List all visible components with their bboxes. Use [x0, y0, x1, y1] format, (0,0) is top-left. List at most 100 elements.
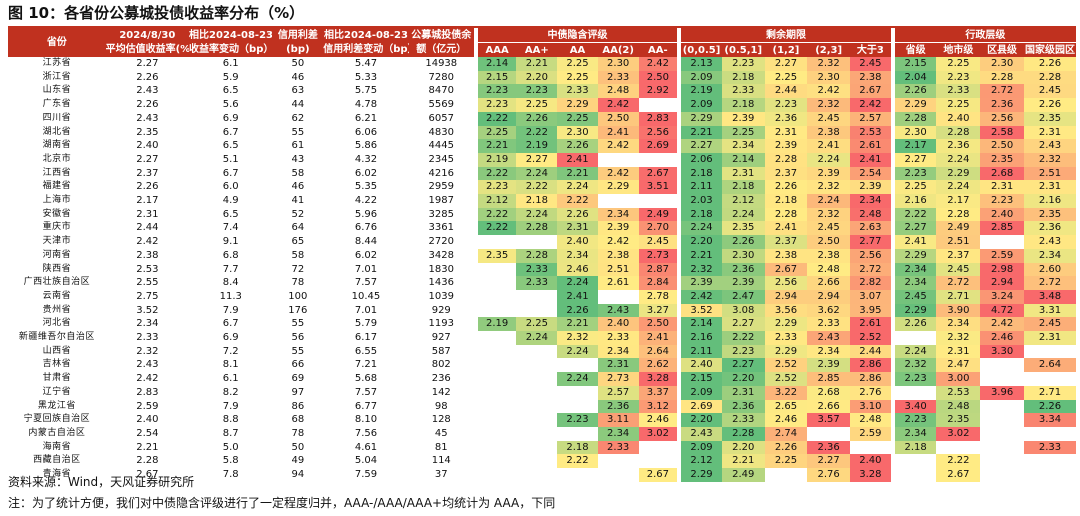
admin-cell: 2.23	[890, 413, 937, 427]
term-cell: 2.23	[764, 98, 808, 112]
term-cell: 2.14	[721, 152, 765, 167]
rating-cell: 2.19	[473, 152, 517, 167]
rating-cell: 2.70	[638, 221, 680, 236]
rating-cell: 2.41	[597, 125, 639, 140]
rating-cell	[473, 289, 517, 304]
rating-cell: 2.34	[597, 344, 639, 359]
rating-cell: 2.25	[557, 111, 598, 126]
spread-cell: 55	[291, 345, 305, 357]
term-cell: 2.03	[677, 194, 722, 208]
term-cell: 2.41	[807, 139, 850, 153]
admin-cell: 2.28	[936, 125, 981, 140]
spread-cell: 49	[291, 455, 305, 467]
rating-cell	[473, 454, 517, 469]
rating-cell: 2.30	[557, 125, 598, 140]
balance-cell: 4216	[428, 167, 454, 179]
balance-cell: 1039	[428, 290, 454, 302]
admin-cell: 2.22	[936, 454, 981, 469]
admin-cell	[1024, 454, 1076, 468]
term-cell: 2.61	[850, 317, 893, 332]
rating-cell: 2.33	[516, 276, 558, 290]
spread-cell: 61	[291, 140, 305, 152]
term-cell: 2.54	[850, 166, 893, 181]
spread-cell: 50	[291, 441, 305, 453]
yield-change-cell: 6.5	[222, 85, 239, 97]
term-cell: 2.19	[677, 84, 722, 99]
term-cell: 2.18	[721, 98, 765, 112]
rating-cell: 3.27	[638, 303, 680, 318]
rating-cell: 2.78	[638, 289, 680, 304]
table-row: 辽宁省 2.83 8.2 97 7.57 142 2.57 3.37 2.09 2.31 3.22 2…	[8, 385, 1076, 400]
admin-cell	[1024, 345, 1076, 359]
rating-cell	[516, 304, 557, 318]
term-cell: 2.39	[721, 276, 765, 290]
yield-table: 省份 2024/8/30 相比2024-08-23 信用利差 相比2024-08…	[8, 28, 1076, 482]
yield-change-cell: 7.9	[222, 400, 239, 412]
table-row: 安徽省 2.31 6.5 52 5.96 3285 2.22 2.24 2.26 2.34 2.49…	[8, 207, 1076, 222]
header-balance-line1: 公募城投债余	[408, 28, 476, 43]
province-cell: 广西壮族自治区	[23, 277, 91, 288]
rating-cell	[598, 194, 639, 208]
admin-cell: 2.51	[1023, 166, 1076, 181]
province-cell: 青海省	[42, 469, 72, 480]
province-cell: 新疆维吾尔自治区	[18, 332, 95, 343]
header-rating-col: AA+	[516, 42, 558, 57]
rating-cell: 2.28	[516, 221, 558, 236]
yield-cell: 2.43	[136, 112, 159, 124]
rating-cell	[473, 426, 517, 441]
header-group-rating: 中债隐含评级	[473, 28, 680, 43]
yield-change-cell: 11.3	[219, 290, 242, 302]
yield-cell: 2.40	[136, 414, 159, 426]
spread-change-cell: 6.77	[354, 400, 378, 412]
rating-cell	[557, 427, 598, 441]
admin-cell: 2.49	[936, 221, 981, 236]
admin-cell: 2.27	[890, 152, 937, 167]
balance-cell: 802	[431, 359, 451, 371]
term-cell: 2.66	[807, 399, 850, 414]
term-cell: 2.45	[807, 111, 850, 126]
yield-change-cell: 9.1	[222, 236, 239, 248]
rating-cell	[598, 468, 639, 482]
header-rating-col: AAA	[473, 42, 517, 57]
spread-cell: 43	[291, 153, 305, 165]
term-cell: 2.34	[807, 344, 850, 359]
admin-cell	[890, 468, 937, 482]
admin-cell: 3.34	[1023, 413, 1076, 427]
admin-cell: 2.17	[936, 194, 981, 208]
term-cell: 2.16	[677, 331, 722, 345]
header-term-col: (1,2]	[764, 42, 808, 57]
yield-change-cell: 5.6	[222, 99, 239, 111]
spread-change-cell: 7.59	[354, 469, 378, 481]
rating-cell: 2.34	[557, 248, 598, 263]
admin-cell: 2.33	[936, 84, 981, 99]
term-cell: 2.43	[677, 426, 722, 441]
yield-cell: 2.42	[136, 236, 159, 248]
term-cell: 2.29	[764, 344, 808, 359]
admin-cell: 2.25	[936, 98, 981, 112]
admin-cell: 3.31	[1023, 303, 1076, 318]
term-cell: 2.50	[807, 235, 850, 249]
table-row: 江西省 2.37 6.7 58 6.02 4216 2.22 2.24 2.21 2.42 2.67…	[8, 166, 1076, 181]
rating-cell: 3.51	[638, 180, 680, 195]
spread-cell: 55	[291, 318, 305, 330]
term-cell: 2.42	[807, 84, 850, 99]
admin-cell: 2.25	[890, 180, 937, 195]
rating-cell: 2.23	[473, 84, 517, 99]
admin-cell: 2.35	[1023, 111, 1076, 126]
admin-cell: 2.28	[1023, 70, 1076, 85]
header-admin-col: 区县级	[980, 42, 1024, 57]
rating-cell: 2.41	[557, 152, 598, 167]
term-cell: 2.28	[764, 207, 808, 222]
yield-change-cell: 8.4	[222, 277, 239, 289]
term-cell: 2.29	[677, 111, 722, 126]
term-cell: 2.37	[764, 235, 808, 249]
term-cell: 3.08	[721, 303, 765, 318]
admin-cell: 2.71	[1023, 385, 1076, 400]
term-cell: 2.32	[677, 262, 722, 277]
province-cell: 河北省	[42, 318, 72, 329]
rating-cell: 2.34	[597, 426, 639, 441]
admin-cell	[936, 441, 980, 455]
term-cell: 2.20	[721, 372, 765, 386]
rating-cell: 2.24	[557, 276, 598, 290]
rating-cell: 2.45	[638, 235, 680, 249]
